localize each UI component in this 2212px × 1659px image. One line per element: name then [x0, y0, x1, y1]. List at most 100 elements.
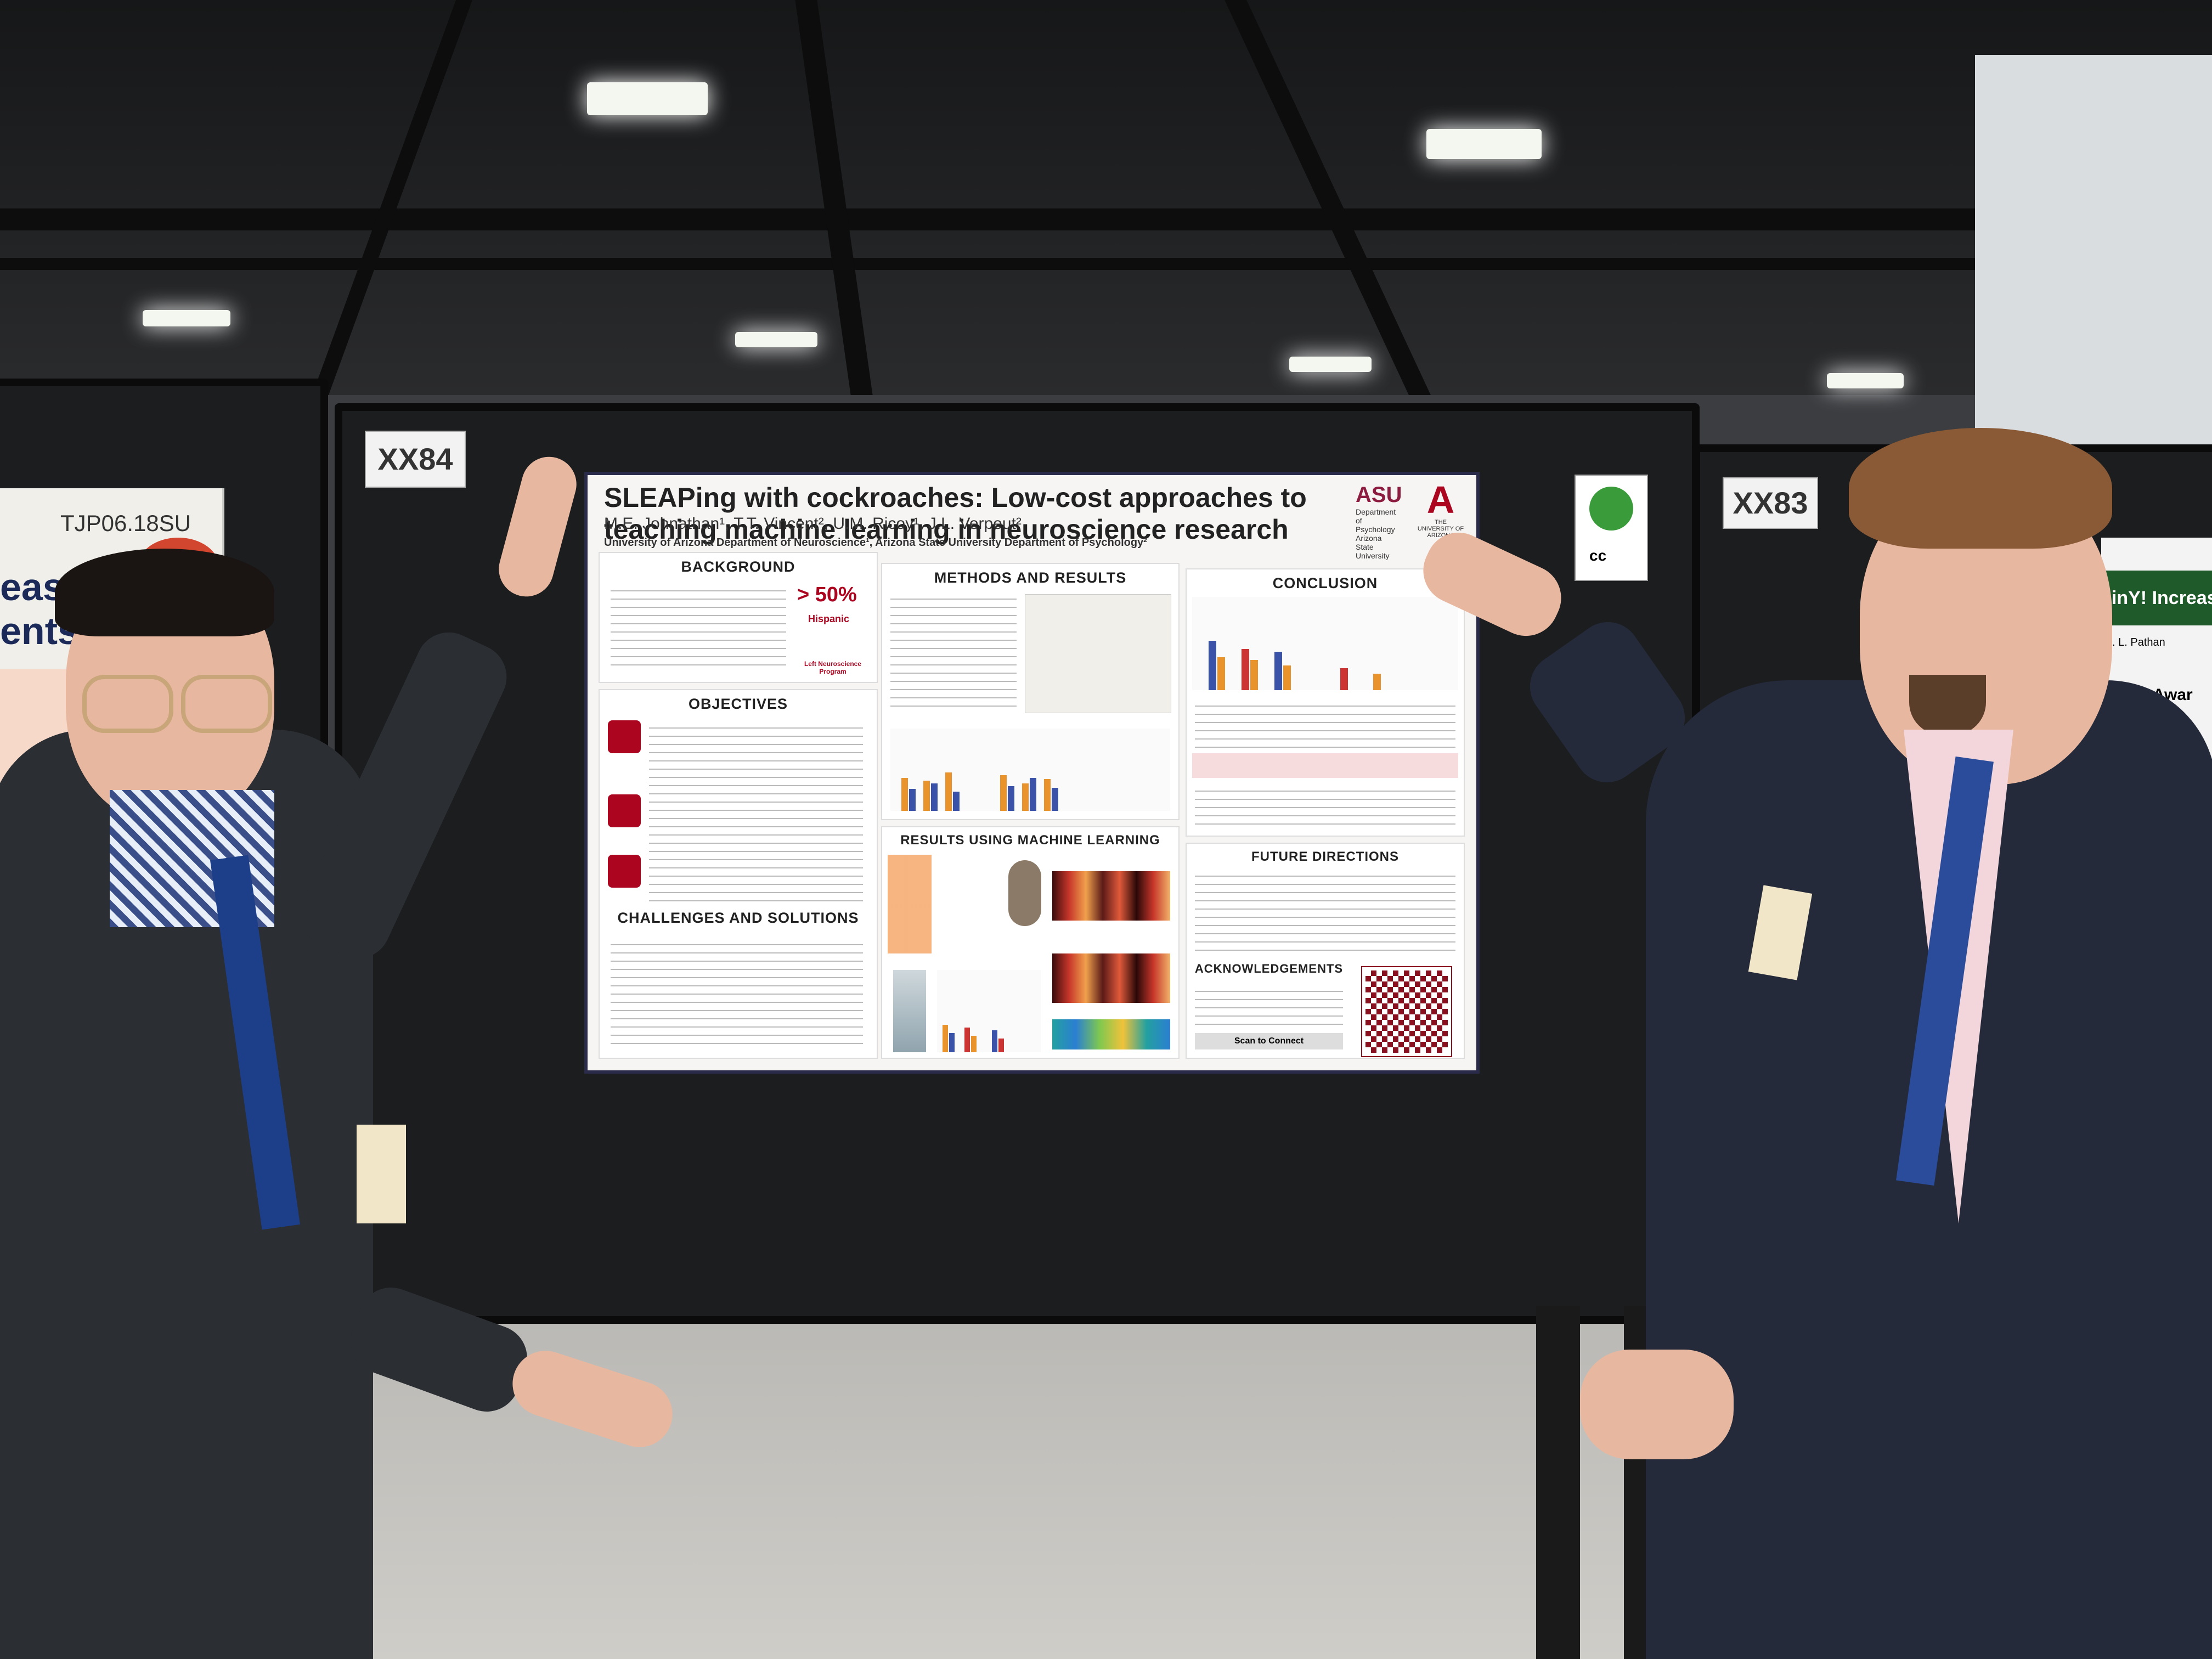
- chart-bar: [949, 1033, 955, 1052]
- methods-text: [890, 591, 1017, 712]
- conclusion-panel: CONCLUSION: [1186, 568, 1465, 837]
- chart-bar: [1209, 641, 1216, 690]
- chart-bar: [1283, 665, 1291, 690]
- right-person-hair: [1849, 428, 2112, 549]
- background-stat-label: Hispanic: [808, 613, 850, 624]
- ceiling-light: [1289, 357, 1372, 372]
- chart-bar: [901, 778, 908, 811]
- scan-to-connect: Scan to Connect: [1195, 1033, 1343, 1049]
- chart-bar: [1052, 788, 1058, 811]
- heatmap-1: [1052, 871, 1170, 921]
- conclusion-text: [1195, 698, 1455, 748]
- chart-bar: [923, 781, 930, 811]
- chart-bar: [1217, 657, 1225, 690]
- poster-title: SLEAPing with cockroaches: Low-cost appr…: [604, 482, 1307, 545]
- left-glasses-lens: [181, 675, 272, 733]
- asu-logo-dept: Department of Psychology: [1356, 507, 1396, 534]
- chart-bar: [1030, 778, 1036, 811]
- methods-heading: METHODS AND RESULTS: [934, 569, 1127, 586]
- chart-bar: [1250, 660, 1258, 690]
- ceiling-beam: [0, 208, 2212, 230]
- conclusion-heading: CONCLUSION: [1272, 575, 1378, 591]
- ceiling: [0, 0, 2212, 395]
- acknowledgements-text: [1195, 984, 1343, 1025]
- chart-bar: [992, 1030, 997, 1052]
- chart-bar: [1373, 674, 1381, 690]
- right-person-lower-hand: [1580, 1350, 1734, 1459]
- chart-bar: [945, 772, 952, 811]
- ml-small-charts: [937, 970, 1041, 1052]
- poster-affiliations: University of Arizona Department of Neur…: [604, 537, 1147, 549]
- qr-code: [1361, 966, 1452, 1057]
- acknowledgements-heading: ACKNOWLEDGEMENTS: [1194, 962, 1344, 975]
- chart-bar: [971, 1036, 977, 1052]
- objective-icon: [608, 855, 641, 888]
- ua-logo: A THE UNIVERSITY OF ARIZONA: [1416, 481, 1465, 539]
- ua-logo-letter: A: [1426, 478, 1455, 521]
- conclusion-text-2: [1195, 783, 1455, 830]
- ceiling-light: [735, 332, 817, 347]
- background-panel: BACKGROUND > 50% Hispanic Left Neuroscie…: [599, 552, 878, 683]
- ceiling-light: [587, 82, 708, 115]
- chart-bar: [1000, 775, 1007, 811]
- chart-bar: [1274, 652, 1282, 690]
- chart-bar: [943, 1025, 948, 1052]
- photo-permission-badge: cc: [1575, 475, 1648, 581]
- objectives-text: [649, 720, 863, 901]
- ml-bar-chart: [888, 855, 997, 953]
- objective-icon: [608, 794, 641, 827]
- asu-logo-text: ASU: [1356, 483, 1402, 507]
- future-panel: FUTURE DIRECTIONS ACKNOWLEDGEMENTS Scan …: [1186, 843, 1465, 1059]
- challenges-text: [611, 937, 863, 1047]
- future-heading: FUTURE DIRECTIONS: [1251, 849, 1399, 864]
- heatmap-2: [1052, 953, 1170, 1003]
- left-person-badge: [357, 1125, 406, 1223]
- right-poster-authors-fragment: J. L. Pathan: [2107, 636, 2165, 648]
- results-ml-heading: RESULTS USING MACHINE LEARNING: [900, 833, 1160, 848]
- asu-logo-university: Arizona State University: [1356, 534, 1390, 560]
- asu-logo: ASU Department of Psychology Arizona Sta…: [1356, 483, 1402, 560]
- background-text: [611, 583, 786, 671]
- left-person-hair: [55, 549, 274, 636]
- ceiling-light: [1426, 129, 1542, 159]
- chart-bar: [1340, 668, 1348, 690]
- objectives-heading: OBJECTIVES: [688, 696, 788, 712]
- board-tag-left: XX84: [365, 431, 466, 488]
- ceiling-light: [1827, 373, 1904, 388]
- ceiling-beam: [0, 258, 2212, 270]
- methods-charts: [890, 729, 1170, 811]
- right-person-beard: [1909, 675, 1986, 735]
- right-poster-title-fragment: ainY! Increasing: [2101, 571, 2212, 625]
- arena-image: [893, 970, 926, 1052]
- conclusion-charts: [1192, 597, 1458, 690]
- chart-bar: [1022, 783, 1029, 811]
- chart-bar: [1044, 779, 1051, 811]
- background-stat: > 50%: [797, 583, 857, 606]
- chart-bar: [998, 1039, 1004, 1052]
- chart-bar: [931, 783, 938, 811]
- objective-icon: [608, 720, 641, 753]
- board-tag-right: XX83: [1723, 477, 1818, 529]
- challenges-heading: CHALLENGES AND SOLUTIONS: [617, 910, 859, 926]
- cc-icon: cc: [1589, 547, 1607, 564]
- chart-bar: [1242, 649, 1249, 690]
- results-ml-panel: RESULTS USING MACHINE LEARNING: [881, 826, 1180, 1059]
- left-board-tag: TJP06.18SU: [60, 510, 191, 536]
- heatmap-3: [1052, 1019, 1170, 1049]
- board-support-post: [1536, 1306, 1580, 1659]
- chart-bar: [909, 789, 916, 811]
- methods-diagram: [1025, 594, 1171, 713]
- ceiling-light: [143, 310, 230, 326]
- camera-icon: [1589, 487, 1633, 531]
- wall-column: [1975, 55, 2212, 472]
- background-heading: BACKGROUND: [681, 558, 795, 575]
- chart-bar: [964, 1028, 970, 1052]
- conclusion-highlight: [1192, 753, 1458, 778]
- chart-bar: [953, 792, 960, 811]
- objectives-panel: OBJECTIVES CHALLENGES AND SOLUTIONS: [599, 689, 878, 1059]
- future-text: [1195, 868, 1455, 956]
- methods-panel: METHODS AND RESULTS: [881, 563, 1180, 820]
- chart-bar: [1008, 786, 1014, 811]
- cockroach-image: [1008, 860, 1041, 926]
- background-stat-sub: Left Neuroscience Program: [804, 660, 862, 675]
